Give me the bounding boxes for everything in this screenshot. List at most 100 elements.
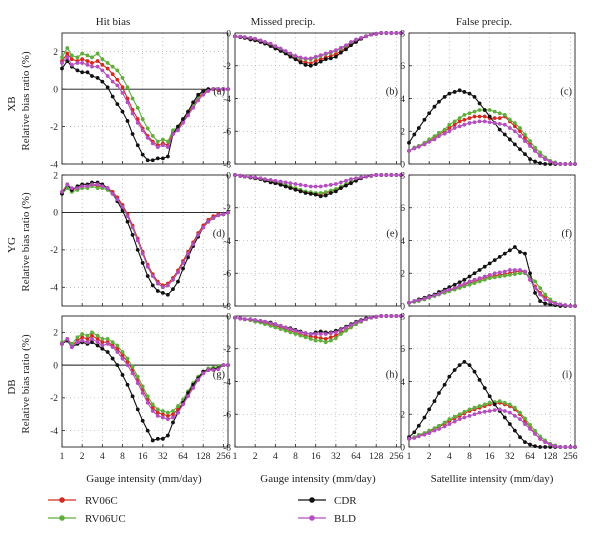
data-point-bld — [238, 173, 243, 178]
row-label-db: DB — [6, 379, 18, 394]
data-point-rv06c — [512, 124, 517, 129]
data-point-bld — [165, 283, 170, 288]
data-point-bld — [477, 276, 482, 281]
data-point-bld — [323, 332, 328, 336]
data-point-rv06uc — [482, 277, 487, 282]
panel-frame — [61, 32, 229, 165]
data-point-bld — [233, 315, 237, 320]
data-point-bld — [399, 314, 403, 318]
data-point-bld — [512, 268, 517, 272]
data-point-bld — [221, 212, 226, 217]
x-tick-label: 128 — [543, 452, 558, 462]
data-point-bld — [150, 141, 155, 146]
data-point-rv06c — [328, 335, 333, 340]
data-point-rv06uc — [344, 328, 348, 333]
data-point-bld — [553, 301, 558, 306]
data-point-rv06uc — [492, 275, 497, 280]
data-point-rv06uc — [90, 55, 94, 60]
data-point-bld — [462, 415, 467, 420]
data-point-bld — [85, 184, 90, 189]
data-point-bld — [298, 182, 303, 187]
data-point-cdr — [422, 117, 427, 122]
data-point-cdr — [502, 415, 507, 420]
data-point-bld — [502, 122, 507, 127]
data-point-bld — [399, 173, 403, 177]
data-point-rv06c — [85, 59, 90, 63]
data-point-rv06c — [467, 116, 472, 121]
series-line-cdr — [408, 246, 575, 307]
data-point-bld — [171, 415, 175, 420]
series-line-rv06uc — [408, 109, 575, 165]
data-point-bld — [75, 61, 80, 65]
data-point-cdr — [528, 157, 532, 161]
data-point-cdr — [523, 152, 527, 157]
data-point-rv06uc — [512, 405, 517, 410]
x-tick-label: 4 — [447, 452, 452, 462]
data-point-bld — [472, 277, 477, 282]
data-point-bld — [105, 186, 110, 191]
data-point-bld — [80, 61, 85, 65]
y-tick-label: 4 — [400, 378, 405, 388]
series-line-rv06uc — [408, 400, 575, 448]
data-point-bld — [394, 31, 399, 35]
data-point-bld — [303, 183, 308, 188]
y-tick-label: 0 — [226, 171, 231, 181]
data-point-rv06uc — [502, 273, 507, 278]
data-point-bld — [344, 178, 348, 183]
data-point-bld — [135, 381, 140, 386]
panel-label: (a) — [213, 87, 225, 98]
data-point-bld — [283, 325, 288, 330]
data-point-bld — [432, 137, 437, 142]
panel-a: -4 -2 0 2 (a) — [50, 32, 230, 170]
data-point-bld — [186, 394, 190, 399]
panel-label: (c) — [560, 87, 572, 98]
data-point-bld — [283, 180, 288, 185]
data-point-bld — [359, 175, 363, 180]
data-point-rv06uc — [452, 414, 457, 419]
y-tick-label: -8 — [223, 443, 231, 453]
data-point-bld — [293, 54, 298, 58]
data-point-cdr — [432, 104, 437, 109]
data-point-bld — [273, 44, 278, 48]
data-point-rv06uc — [533, 428, 537, 433]
data-point-bld — [145, 400, 150, 405]
data-point-cdr — [110, 356, 115, 361]
x-tick-label: 32 — [331, 452, 341, 462]
data-point-bld — [344, 43, 348, 48]
data-point-bld — [354, 176, 358, 181]
data-point-rv06uc — [467, 407, 472, 412]
data-point-cdr — [344, 183, 348, 188]
panel-label: (e) — [386, 229, 398, 240]
data-point-cdr — [497, 254, 502, 259]
data-point-rv06uc — [171, 409, 175, 413]
data-point-bld — [487, 409, 492, 413]
data-point-cdr — [482, 264, 487, 269]
series-line-bld — [234, 32, 401, 59]
data-point-rv06c — [313, 58, 318, 63]
data-point-bld — [384, 173, 389, 177]
data-point-bld — [543, 157, 548, 161]
y-tick-label: -8 — [223, 302, 231, 312]
data-point-rv06uc — [338, 332, 343, 336]
data-point-rv06c — [100, 340, 105, 345]
data-point-bld — [543, 440, 548, 444]
data-point-bld — [298, 55, 303, 60]
data-point-rv06uc — [507, 117, 512, 122]
data-point-rv06uc — [533, 279, 537, 284]
data-point-rv06uc — [90, 330, 94, 335]
data-point-bld — [140, 391, 145, 395]
data-point-cdr — [462, 277, 467, 282]
ylabel-row-1: Relative bias ratio (%) — [20, 51, 32, 151]
series-line-rv06c — [61, 52, 228, 146]
data-point-rv06uc — [140, 384, 145, 389]
panel-g: -4 -2 0 2 1 2 4 8 16 32 64 128 256 (g) — [50, 315, 231, 462]
series-line-rv06uc — [234, 32, 401, 60]
data-point-bld — [238, 316, 243, 321]
data-point-bld — [457, 283, 462, 288]
data-point-bld — [349, 177, 353, 181]
x-tick-label: 1 — [60, 452, 65, 462]
data-point-bld — [263, 177, 267, 181]
data-point-rv06uc — [492, 109, 497, 114]
data-point-bld — [338, 328, 343, 332]
data-point-bld — [278, 323, 283, 328]
